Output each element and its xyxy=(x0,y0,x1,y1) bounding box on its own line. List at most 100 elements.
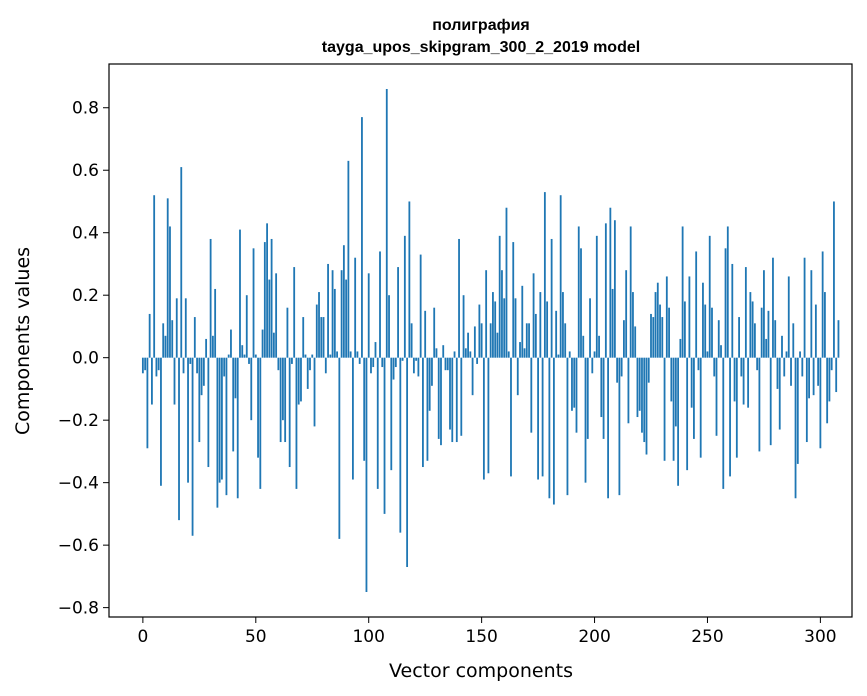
bar xyxy=(471,357,474,396)
bar xyxy=(702,282,704,358)
bar xyxy=(496,332,499,358)
bar xyxy=(277,357,280,371)
bar xyxy=(358,357,361,364)
bar xyxy=(753,323,756,358)
bar xyxy=(665,276,668,358)
bar xyxy=(652,317,655,358)
bar xyxy=(550,238,553,358)
bar xyxy=(304,354,307,358)
bar xyxy=(638,357,641,411)
bar xyxy=(248,357,250,364)
plot-frame xyxy=(108,63,853,618)
bar xyxy=(428,357,431,411)
bar xyxy=(507,351,510,358)
bar xyxy=(706,351,709,358)
bar xyxy=(546,301,549,358)
bar xyxy=(257,357,259,458)
bar xyxy=(530,357,533,433)
bar xyxy=(501,270,503,358)
bar xyxy=(568,351,571,358)
bar xyxy=(668,307,670,358)
bar xyxy=(704,304,707,358)
bar xyxy=(731,263,734,358)
bar xyxy=(281,357,284,421)
bar xyxy=(686,357,689,471)
bar xyxy=(379,251,381,358)
bar xyxy=(557,354,560,358)
bar xyxy=(363,357,366,461)
bar xyxy=(695,251,698,358)
y-axis-label: Components values xyxy=(12,247,34,435)
x-tick-label: 250 xyxy=(691,627,723,647)
bar xyxy=(539,292,542,358)
bar xyxy=(392,357,395,380)
bar xyxy=(489,323,492,358)
bar xyxy=(374,342,377,358)
bar xyxy=(372,357,375,368)
bar xyxy=(810,270,813,358)
bar xyxy=(803,257,806,358)
bar xyxy=(433,307,436,358)
x-tick-label: 200 xyxy=(578,627,610,647)
bar xyxy=(241,345,244,358)
bar xyxy=(602,357,605,439)
bar xyxy=(618,357,621,496)
bar xyxy=(422,357,424,468)
bar xyxy=(462,295,465,358)
bar xyxy=(196,357,198,374)
bar xyxy=(243,354,246,358)
bar xyxy=(297,357,300,405)
bar xyxy=(632,292,634,358)
bar xyxy=(681,226,684,358)
bar xyxy=(749,292,752,358)
y-tick-label: −0.4 xyxy=(58,474,99,494)
bar xyxy=(611,288,614,358)
bar xyxy=(713,357,716,377)
bar xyxy=(410,323,413,358)
bar xyxy=(342,245,345,358)
bar xyxy=(151,357,153,405)
bar xyxy=(586,357,589,439)
bar xyxy=(184,298,187,358)
bar xyxy=(354,257,357,358)
bar xyxy=(214,288,217,358)
bar xyxy=(458,238,460,358)
x-axis-ticks: 0 50 100 150 200 250 300 xyxy=(137,617,837,647)
bar xyxy=(623,320,625,358)
bar xyxy=(562,292,564,358)
bar xyxy=(455,357,458,443)
bar xyxy=(469,351,472,358)
bar xyxy=(715,357,718,436)
bar xyxy=(516,357,519,396)
bar xyxy=(742,357,745,405)
bar xyxy=(399,357,402,533)
bar xyxy=(494,301,497,358)
bar xyxy=(211,335,214,358)
bar xyxy=(564,323,567,358)
bar xyxy=(313,357,316,427)
bar xyxy=(148,313,151,358)
bar xyxy=(464,348,467,358)
bar xyxy=(446,357,449,371)
bar xyxy=(821,251,824,358)
bar xyxy=(480,323,483,358)
bar xyxy=(656,282,659,358)
bar xyxy=(155,357,158,377)
bar xyxy=(426,357,429,461)
bar xyxy=(604,223,607,358)
bar xyxy=(573,357,576,408)
bar xyxy=(236,357,239,499)
bar xyxy=(356,351,359,358)
bar xyxy=(512,242,515,358)
bar xyxy=(790,357,792,386)
bar xyxy=(672,357,675,461)
bar xyxy=(485,270,488,358)
bar xyxy=(548,357,551,499)
bar xyxy=(559,195,562,358)
bar xyxy=(647,357,650,383)
x-axis-label: Vector components xyxy=(389,660,573,682)
bar xyxy=(460,357,463,436)
bar xyxy=(738,317,740,358)
bar xyxy=(205,338,208,358)
bar xyxy=(679,338,682,358)
